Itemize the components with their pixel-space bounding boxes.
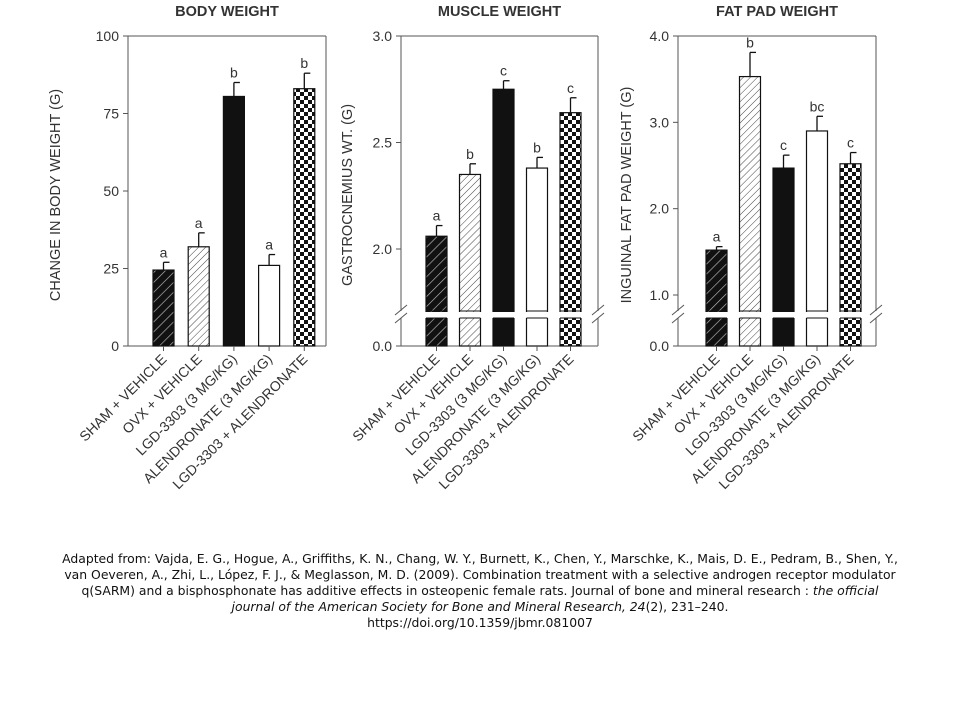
bar xyxy=(258,264,281,347)
bar xyxy=(458,173,482,347)
significance-letter: bc xyxy=(810,98,825,114)
y-tick-label: 0.0 xyxy=(373,338,393,354)
chart-panel-2: MUSCLE WEIGHT 0.0 2.0 2.5 3.0 GASTROCNEMIUS W… xyxy=(340,4,605,492)
bar-break-gap xyxy=(805,312,829,318)
significance-letter: b xyxy=(746,34,754,50)
y-axis-label: INGUINAL FAT PAD WEIGHT (G) xyxy=(619,87,635,304)
significance-letter: c xyxy=(500,63,507,79)
y-tick-label: 0.0 xyxy=(650,338,670,354)
axis-break-mark xyxy=(869,304,883,316)
caption-text: Adapted from: Vajda, E. G., Hogue, A., G… xyxy=(62,551,898,598)
chart-title: BODY WEIGHT xyxy=(175,4,279,20)
significance-letter: a xyxy=(195,215,203,231)
axis-break-mark xyxy=(591,304,605,316)
bar-break-gap xyxy=(705,312,728,318)
caption-doi: https://doi.org/10.1359/jbmr.081007 xyxy=(367,615,593,630)
y-tick-label: 2.0 xyxy=(373,241,393,257)
bar-break-gap xyxy=(839,312,862,318)
axis-break-mark xyxy=(591,312,605,324)
axis-break-mark xyxy=(869,312,883,324)
y-axis-label: GASTROCNEMIUS WT. (G) xyxy=(340,104,356,286)
y-tick-label: 2.0 xyxy=(650,201,670,217)
y-tick-label: 100 xyxy=(96,28,120,44)
significance-letter: a xyxy=(713,229,721,245)
bar xyxy=(152,269,175,347)
bar-break-gap xyxy=(738,312,762,318)
bar xyxy=(222,95,245,347)
bar xyxy=(839,163,862,347)
axis-break-mark xyxy=(671,304,685,316)
y-tick-label: 75 xyxy=(103,106,119,122)
significance-letter: c xyxy=(780,137,787,153)
chart-title: FAT PAD WEIGHT xyxy=(716,4,838,20)
significance-letter: b xyxy=(533,139,541,155)
bar-break-gap xyxy=(772,312,795,318)
bar xyxy=(705,249,728,347)
y-tick-label: 0 xyxy=(111,338,119,354)
axis-break-mark xyxy=(394,304,408,316)
y-tick-label: 2.5 xyxy=(373,135,393,151)
significance-letter: a xyxy=(160,244,168,260)
bar xyxy=(293,88,316,347)
chart-panel-1: BODY WEIGHT 0 25 50 75 100 CHANGE IN BODY WEIG… xyxy=(48,4,327,492)
y-axis-label: CHANGE IN BODY WEIGHT (G) xyxy=(48,89,64,301)
source-caption: Adapted from: Vajda, E. G., Hogue, A., G… xyxy=(60,551,900,631)
bar xyxy=(425,235,448,347)
y-tick-label: 3.0 xyxy=(650,114,670,130)
axis-break-mark xyxy=(671,312,685,324)
significance-letter: a xyxy=(433,208,441,224)
y-tick-label: 50 xyxy=(103,183,119,199)
bar-break-gap xyxy=(425,312,448,318)
axis-break-mark xyxy=(394,312,408,324)
bar-break-gap xyxy=(559,312,582,318)
significance-letter: b xyxy=(466,146,474,162)
y-tick-label: 25 xyxy=(103,261,119,277)
significance-letter: b xyxy=(230,65,238,81)
chart-panel-3: FAT PAD WEIGHT 0.0 1.0 2.0 3.0 4.0 INGUINAL FA… xyxy=(619,4,883,492)
caption-journal: the official journal of the American Soc… xyxy=(231,583,879,614)
significance-letter: c xyxy=(567,80,574,96)
y-tick-label: 3.0 xyxy=(373,28,393,44)
bar xyxy=(772,167,795,347)
bar xyxy=(187,246,210,347)
bar-break-gap xyxy=(458,312,482,318)
bar xyxy=(492,88,515,347)
significance-letter: c xyxy=(847,135,854,151)
significance-letter: a xyxy=(265,237,273,253)
bar xyxy=(738,75,762,347)
y-tick-label: 1.0 xyxy=(650,287,670,303)
bar-break-gap xyxy=(492,312,515,318)
figure: BODY WEIGHT 0 25 50 75 100 CHANGE IN BODY WEIG… xyxy=(48,4,883,492)
caption-issue: (2), 231–240. xyxy=(645,599,729,614)
y-tick-label: 4.0 xyxy=(650,28,670,44)
chart-title: MUSCLE WEIGHT xyxy=(438,4,561,20)
significance-letter: b xyxy=(300,55,308,71)
bar-break-gap xyxy=(525,312,549,318)
bar xyxy=(525,167,549,347)
